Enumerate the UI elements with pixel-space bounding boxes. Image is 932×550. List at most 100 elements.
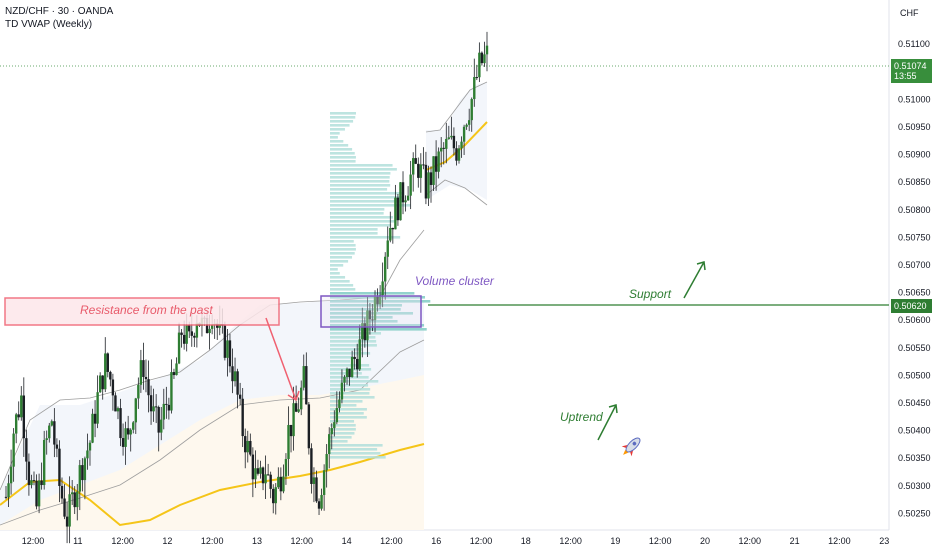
candle-body [241, 398, 244, 437]
candle-body [55, 444, 59, 449]
candle-body [42, 439, 46, 486]
candle-body [292, 403, 295, 437]
price-tick-label: 0.50900 [898, 150, 931, 160]
candle-body [223, 325, 227, 358]
support-arrow-icon [683, 261, 706, 299]
time-tick-label: 12 [162, 536, 172, 546]
candle-body [147, 379, 150, 396]
volume-bar [330, 304, 402, 307]
candle-body [142, 360, 145, 377]
candle-body [111, 379, 115, 396]
candle-body [22, 395, 26, 439]
candle-body [14, 414, 18, 434]
volume-cluster-box[interactable] [320, 295, 422, 328]
time-axis[interactable]: 12:00 11 12:00 12 12:00 13 12:00 14 12:00 16 12:00… [22, 536, 889, 546]
volume-bar [330, 308, 401, 311]
candle-body [269, 474, 272, 489]
candle-body [114, 395, 117, 412]
candle-body [350, 356, 354, 378]
candle-body [63, 498, 66, 517]
candle-body [195, 322, 199, 338]
indicator-title[interactable]: TD VWAP (Weekly) [5, 19, 93, 30]
candle-body [208, 328, 211, 334]
candles [4, 31, 489, 544]
current-price-value: 0.51074 [894, 61, 927, 71]
volume-bar [330, 120, 354, 123]
candle-body [238, 394, 242, 399]
candle-body [345, 368, 349, 378]
resistance-label: Resistance from the past [80, 303, 213, 317]
candle-body [274, 487, 277, 504]
price-axis[interactable]: 0.511000.510500.510000.509500.509000.508… [898, 39, 931, 518]
volume-bar [330, 396, 375, 399]
candle-body [465, 124, 468, 127]
candle-body [373, 296, 377, 321]
candle-body [45, 438, 48, 440]
candle-body [96, 392, 99, 424]
candle-body [335, 408, 339, 423]
volume-bar [330, 224, 392, 227]
candle-body [462, 126, 466, 142]
time-tick-label: 12:00 [380, 536, 403, 546]
candle-body [101, 375, 104, 390]
price-tick-label: 0.50950 [898, 122, 931, 132]
vwap-lower-band [0, 339, 425, 526]
candle-body [137, 384, 140, 399]
volume-bar [330, 356, 354, 359]
volume-bar [330, 216, 394, 219]
volume-bar [330, 192, 404, 195]
candle-body [249, 440, 252, 455]
current-price-tag: 0.51074 13:55 [891, 59, 932, 83]
volume-bar [330, 328, 427, 331]
candle-body [244, 436, 247, 453]
volume-bar [330, 136, 338, 139]
volume-bar [330, 264, 344, 267]
candle-body [419, 164, 423, 178]
symbol-title[interactable]: NZD/CHF · 30 · OANDA [5, 6, 114, 17]
candle-body [338, 399, 341, 409]
candle-body [180, 332, 183, 335]
candle-body [190, 331, 193, 336]
volume-bar [330, 320, 398, 323]
candle-body [152, 406, 155, 412]
candle-body [475, 77, 479, 79]
candle-body [394, 197, 397, 230]
volume-bar [330, 168, 397, 171]
candle-body [289, 424, 293, 437]
candle-body [98, 375, 102, 393]
volume-bar [330, 352, 371, 355]
candle-body [391, 227, 395, 230]
resistance-box[interactable] [4, 297, 280, 326]
volume-bar [330, 156, 356, 159]
candle-body [172, 372, 176, 376]
candle-body [226, 340, 229, 358]
volume-bar [330, 268, 338, 271]
candle-body [188, 325, 191, 332]
candle-body [361, 323, 364, 340]
volume-bar [330, 228, 378, 231]
candle-body [246, 440, 249, 453]
volume-bar [330, 248, 356, 251]
candle-body [132, 422, 135, 430]
candle-body [27, 461, 31, 486]
candle-body [455, 148, 458, 161]
volume-bar [330, 244, 356, 247]
price-tick-label: 0.50700 [898, 260, 931, 270]
candle-body [473, 77, 476, 100]
candle-body [371, 319, 374, 321]
volume-bar [330, 384, 369, 387]
candle-body [193, 335, 196, 338]
candle-body [307, 404, 311, 449]
support-label: Support [629, 287, 672, 301]
volume-bar [330, 220, 397, 223]
price-tick-label: 0.51100 [898, 39, 930, 49]
candle-body [218, 323, 221, 328]
vwap-line [0, 443, 425, 527]
volume-bar [330, 428, 356, 431]
candle-body [328, 434, 331, 455]
time-tick-label: 16 [431, 536, 441, 546]
candle-body [386, 240, 389, 257]
candle-body [467, 120, 471, 125]
candle-body [236, 371, 239, 395]
